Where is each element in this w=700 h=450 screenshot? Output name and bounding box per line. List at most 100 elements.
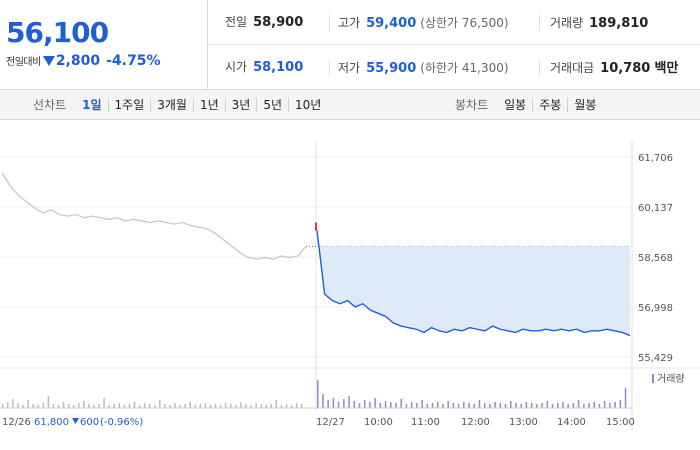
quote-panel: 56,100 전일대비 2,800 -4.75% 전일 58,900 고가 59,400… xyxy=(0,0,700,90)
volume-bar xyxy=(536,404,538,408)
volume-bar xyxy=(343,399,345,408)
amount-value: 10,780 xyxy=(600,61,651,76)
volume-bar xyxy=(159,400,161,408)
volume-bar xyxy=(436,402,439,408)
volume-bar xyxy=(363,400,366,408)
open-value: 58,100 xyxy=(253,60,304,75)
volume-bar xyxy=(22,405,24,408)
volume-bar xyxy=(431,403,434,408)
volume-bar xyxy=(327,400,329,408)
open-cell: 시가 58,100 xyxy=(225,45,303,90)
volume-bar xyxy=(199,404,202,408)
volume-bar xyxy=(374,398,376,408)
volume-bar xyxy=(614,402,616,408)
period-1y-tab[interactable]: 1년 xyxy=(192,98,225,112)
volume-bar xyxy=(32,404,34,408)
volume-bar xyxy=(603,401,606,408)
volume-bar xyxy=(384,401,387,408)
candle-weekly-tab[interactable]: 주봉 xyxy=(532,98,568,112)
candle-daily-tab[interactable]: 일봉 xyxy=(504,98,527,112)
volume-bar xyxy=(143,403,146,408)
volume-bar xyxy=(93,405,95,408)
low-value: 55,900 xyxy=(366,61,417,76)
volume-bar xyxy=(209,405,212,408)
volume-bar xyxy=(379,403,382,408)
volume-legend-label: 거래량 xyxy=(657,373,685,385)
footer-down-icon xyxy=(72,418,79,424)
volume-bar xyxy=(67,404,70,408)
volume-bar xyxy=(138,405,141,408)
volume-bar xyxy=(348,396,350,408)
volume-bar xyxy=(7,402,9,408)
y-tick-label: 55,429 xyxy=(638,353,673,364)
upper-limit: (상한가 76,500) xyxy=(420,16,509,30)
volume-bar xyxy=(290,405,293,408)
prev-close-cell: 전일 58,900 xyxy=(225,0,303,45)
volume-bar xyxy=(194,405,197,408)
price-box: 56,100 전일대비 2,800 -4.75% xyxy=(0,0,208,90)
volume-bar xyxy=(98,404,100,408)
volume-legend-swatch xyxy=(652,374,654,383)
volume-bar xyxy=(280,405,283,408)
stats-row-2: 시가 58,100 저가 55,900 (하한가 41,300) 거래대금 10,780… xyxy=(209,45,700,90)
amount-cell: 거래대금 10,780 백만 xyxy=(539,60,678,76)
volume-bar xyxy=(169,405,171,408)
volume-bar xyxy=(62,402,65,408)
line-chart-group: 선차트 1일 1주일 3개월 1년 3년 5년 10년 xyxy=(33,90,328,120)
volume-bar xyxy=(541,403,543,408)
volume-bar xyxy=(148,404,151,408)
volume-bar xyxy=(179,405,181,408)
volume-bar xyxy=(400,399,402,408)
volume-bar xyxy=(27,400,29,408)
y-tick-label: 58,568 xyxy=(638,253,673,264)
low-label: 저가 xyxy=(338,61,361,75)
volume-bar xyxy=(240,402,242,408)
change-value: 2,800 xyxy=(55,53,101,69)
volume-bar xyxy=(593,402,595,408)
volume-bar xyxy=(405,404,408,408)
x-tick-label: 12/27 xyxy=(316,417,345,428)
volume-bar xyxy=(473,404,475,408)
volume-bar xyxy=(588,403,590,408)
candle-monthly-tab[interactable]: 월봉 xyxy=(567,98,603,112)
volume-bar xyxy=(583,404,585,408)
volume-bar xyxy=(322,394,324,408)
x-tick-label: 13:00 xyxy=(509,417,538,428)
amount-label: 거래대금 xyxy=(550,61,595,75)
volume-bar xyxy=(468,403,470,408)
low-cell: 저가 55,900 (하한가 41,300) xyxy=(329,60,509,76)
period-5y-tab[interactable]: 5년 xyxy=(256,98,289,112)
stats-table: 전일 58,900 고가 59,400 (상한가 76,500) 거래량 189,810… xyxy=(209,0,700,90)
period-1d-tab[interactable]: 1일 xyxy=(82,98,102,112)
volume-bar xyxy=(483,403,486,408)
x-tick-label: 10:00 xyxy=(364,417,393,428)
volume-bar xyxy=(452,403,455,408)
footer-percent: (-0.96%) xyxy=(100,417,143,428)
lower-limit: (하한가 41,300) xyxy=(420,61,509,75)
prev-day-line xyxy=(1,172,307,260)
volume-bar xyxy=(457,404,460,408)
period-3m-tab[interactable]: 3개월 xyxy=(150,98,193,112)
volume-bar xyxy=(463,402,465,408)
volume-bar xyxy=(72,405,75,408)
volume-bar xyxy=(358,403,361,408)
period-3y-tab[interactable]: 3년 xyxy=(224,98,257,112)
candle-chart-group: 봉차트 일봉 주봉 월봉 xyxy=(455,90,603,120)
volume-bar xyxy=(442,404,444,408)
volume-bar xyxy=(103,398,105,408)
volume-bar xyxy=(609,403,611,408)
volume-bar xyxy=(337,402,340,408)
today-price-line xyxy=(316,230,631,337)
volume-bar xyxy=(551,404,554,408)
volume-bar xyxy=(421,400,423,408)
period-1w-tab[interactable]: 1주일 xyxy=(107,98,151,112)
period-10y-tab[interactable]: 10년 xyxy=(288,98,328,112)
volume-bar xyxy=(250,405,252,408)
volume-bar xyxy=(515,403,517,408)
volume-bar xyxy=(133,402,136,408)
amount-unit: 백만 xyxy=(654,61,679,76)
volume-bar xyxy=(295,403,298,408)
volume-bar xyxy=(128,404,131,408)
y-tick-label: 60,137 xyxy=(638,203,673,214)
volume-bar xyxy=(52,404,55,408)
